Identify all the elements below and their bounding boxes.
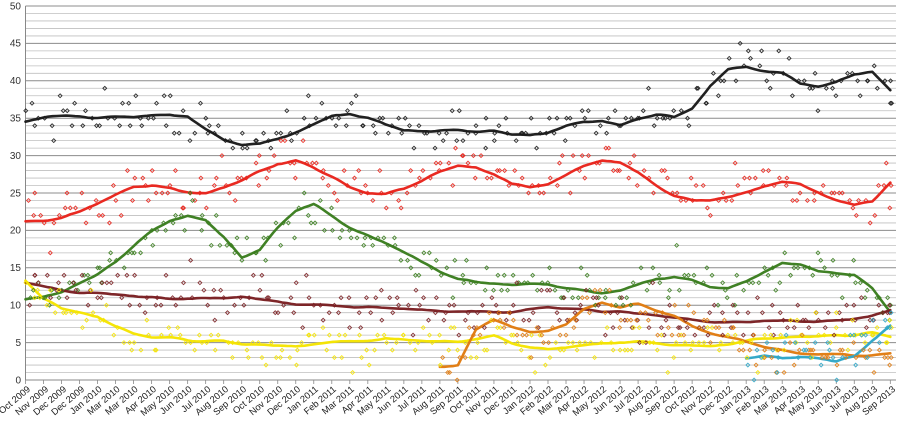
svg-text:45: 45 <box>10 39 22 50</box>
svg-text:5: 5 <box>15 338 21 349</box>
svg-text:30: 30 <box>10 151 22 162</box>
svg-text:20: 20 <box>10 226 22 237</box>
svg-text:50: 50 <box>10 1 22 12</box>
svg-text:15: 15 <box>10 263 22 274</box>
svg-text:25: 25 <box>10 188 22 199</box>
svg-text:10: 10 <box>10 301 22 312</box>
svg-text:0: 0 <box>15 375 21 386</box>
svg-text:40: 40 <box>10 76 22 87</box>
svg-text:35: 35 <box>10 114 22 125</box>
